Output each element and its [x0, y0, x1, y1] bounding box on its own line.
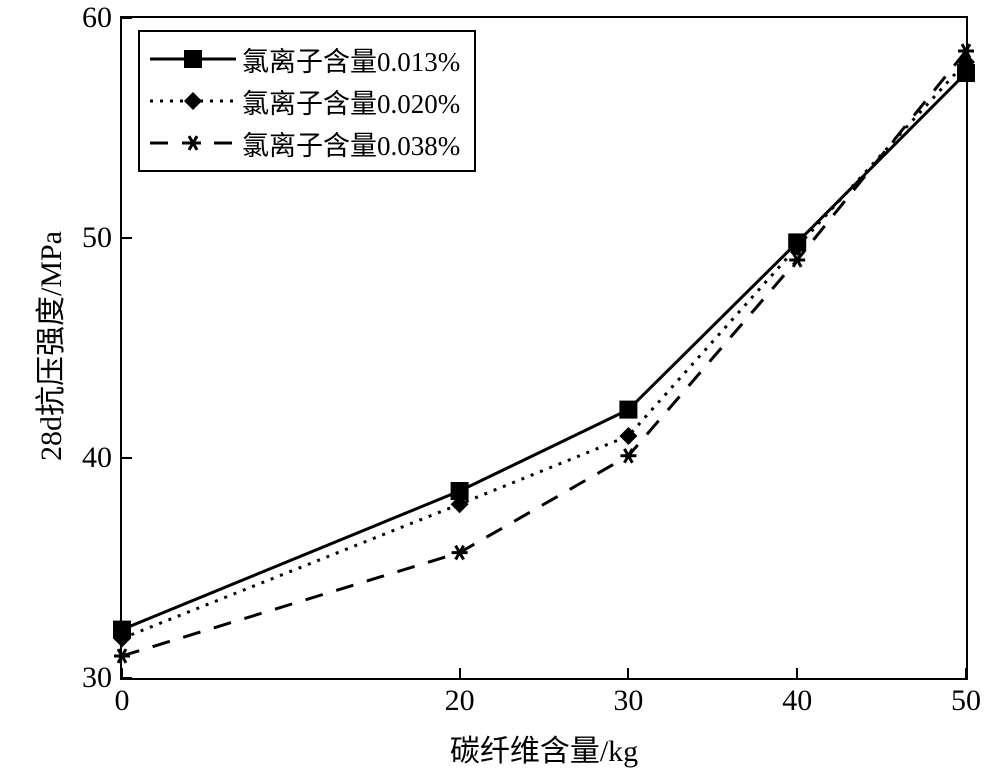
- x-axis-title: 碳纤维含量/kg: [122, 726, 966, 770]
- x-tick-label: 50: [951, 678, 981, 718]
- legend-item: 氯离子含量0.038%: [150, 122, 460, 164]
- chart-container: 30405060020304050 碳纤维含量/kg 28d抗压强度/MPa 氯…: [0, 0, 1000, 784]
- legend-line-icon: [150, 89, 236, 113]
- legend-line-icon: [150, 131, 236, 155]
- legend-item: 氯离子含量0.013%: [150, 38, 460, 80]
- legend-label: 氯离子含量0.013%: [242, 40, 460, 79]
- y-tick-label: 60: [82, 1, 122, 35]
- x-tick-label: 30: [613, 678, 643, 718]
- legend-label: 氯离子含量0.038%: [242, 124, 460, 163]
- x-tick-label: 0: [115, 678, 130, 718]
- legend: 氯离子含量0.013% 氯离子含量0.020% 氯离子含量0.038%: [138, 30, 476, 172]
- y-axis-title: 28d抗压强度/MPa: [26, 231, 70, 461]
- legend-item: 氯离子含量0.020%: [150, 80, 460, 122]
- legend-line-icon: [150, 47, 236, 71]
- y-tick-label: 50: [82, 221, 122, 255]
- y-tick-label: 40: [82, 441, 122, 475]
- legend-label: 氯离子含量0.020%: [242, 82, 460, 121]
- x-tick-label: 40: [782, 678, 812, 718]
- x-tick-label: 20: [445, 678, 475, 718]
